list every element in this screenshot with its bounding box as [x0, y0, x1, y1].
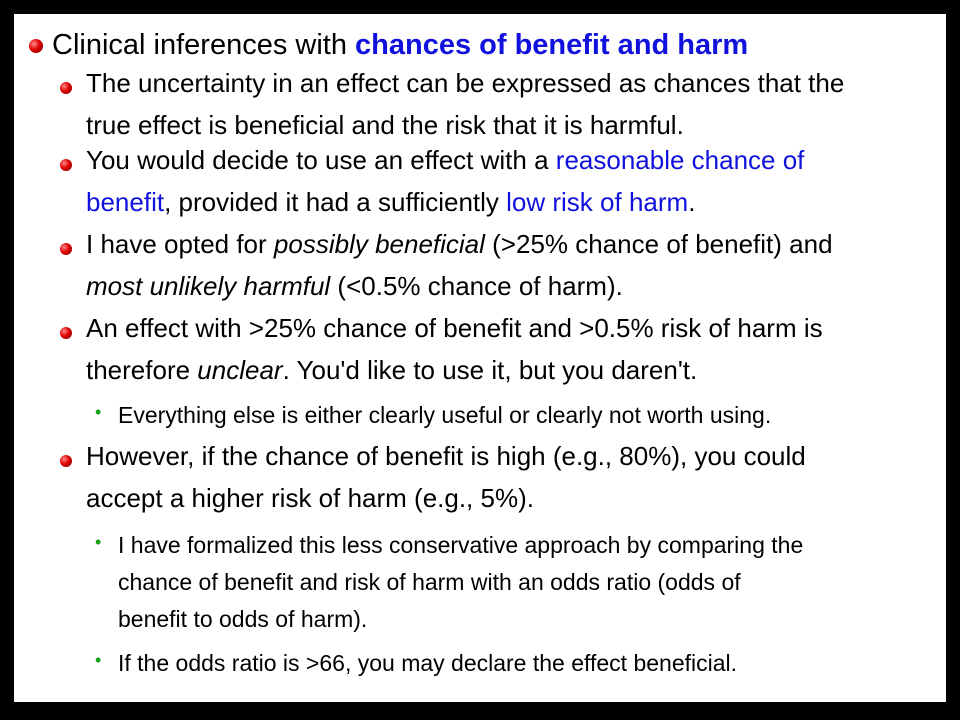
bullet-3-line-1: An effect with >25% chance of benefit an… — [86, 313, 823, 343]
heading-highlight: chances of benefit and harm — [355, 29, 749, 61]
green-sub-bullet-icon: • — [95, 532, 102, 552]
red-bullet-icon — [60, 327, 72, 339]
reasonable-chance-text: reasonable chance of — [555, 145, 805, 175]
red-bullet-icon — [60, 243, 72, 255]
slide-heading: Clinical inferences with chances of bene… — [52, 29, 748, 62]
red-bullet-icon — [60, 455, 72, 467]
bullet-4-line-1: However, if the chance of benefit is hig… — [86, 441, 806, 471]
red-bullet-icon — [60, 159, 72, 171]
red-bullet-icon — [29, 39, 43, 53]
bullet-4-sub-2: If the odds ratio is >66, you may declar… — [118, 650, 738, 676]
bullet-3-line-2: therefore unclear. You'd like to use it,… — [86, 355, 698, 385]
bullet-2-line-1: I have opted for possibly beneficial (>2… — [86, 229, 833, 259]
bullet-1-line-2: benefit, provided it had a sufficiently … — [86, 187, 696, 217]
bullet-4-line-2: accept a higher risk of harm (e.g., 5%). — [86, 483, 534, 513]
bullet-4-sub-1-line-1: I have formalized this less conservative… — [118, 532, 804, 558]
bullet-4-sub-1-line-2: chance of benefit and risk of harm with … — [118, 569, 741, 595]
green-sub-bullet-icon: • — [95, 402, 102, 422]
red-bullet-icon — [60, 82, 72, 94]
bullet-2-line-2: most unlikely harmful (<0.5% chance of h… — [86, 271, 623, 301]
bullet-0-line-1: The uncertainty in an effect can be expr… — [86, 68, 845, 98]
bullet-4-sub-1-line-3: benefit to odds of harm). — [118, 606, 368, 632]
green-sub-bullet-icon: • — [95, 650, 102, 670]
low-risk-text: low risk of harm — [506, 187, 689, 217]
bullet-3-sub-1: Everything else is either clearly useful… — [118, 402, 772, 428]
heading-text: Clinical inferences with — [52, 29, 356, 61]
slide: Clinical inferences with chances of bene… — [14, 14, 946, 702]
bullet-1-line-1: You would decide to use an effect with a… — [86, 145, 805, 175]
bullet-0-line-2: true effect is beneficial and the risk t… — [86, 110, 684, 140]
